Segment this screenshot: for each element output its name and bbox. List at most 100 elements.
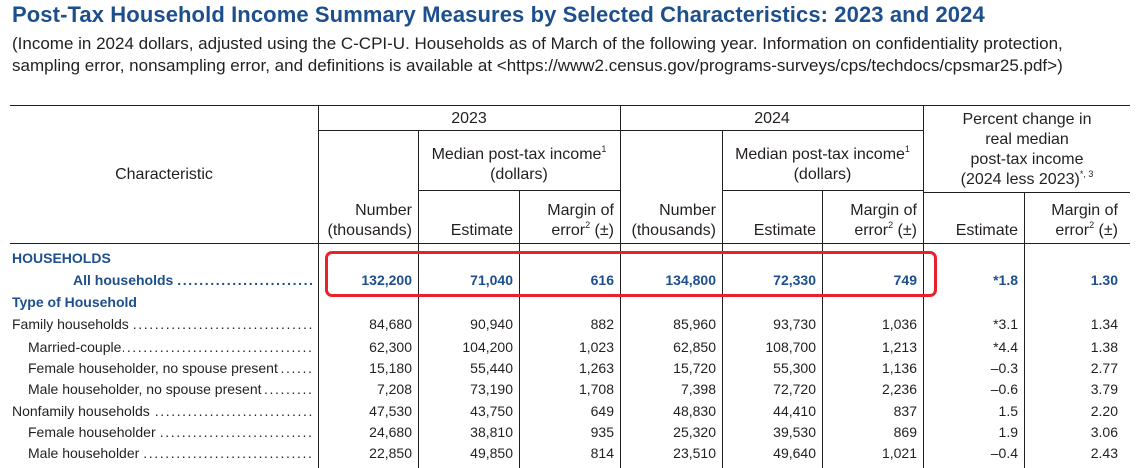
- table-cell: 1,263: [578, 360, 614, 376]
- header-estimate-2024: Estimate: [753, 222, 816, 239]
- table-cell: 837: [893, 403, 917, 419]
- header-bottom-rule: [10, 243, 1130, 244]
- row-label: Married-couple: [28, 338, 124, 357]
- table-cell: 72,330: [773, 272, 816, 288]
- table-cell: 1,213: [881, 339, 917, 355]
- table-cell: 90,940: [470, 316, 513, 332]
- column-divider: [822, 191, 823, 468]
- column-divider: [318, 106, 319, 468]
- table-cell: 1.34: [1090, 316, 1118, 332]
- table-cell: 47,530: [369, 403, 412, 419]
- header-characteristic: Characteristic: [115, 166, 213, 183]
- column-divider: [1024, 193, 1025, 468]
- row-label: Male householder: [28, 444, 142, 463]
- header-year-2024: 2024: [754, 110, 790, 127]
- table-cell: 104,200: [462, 339, 513, 355]
- header-number-2024: Number (thousands): [631, 202, 717, 239]
- table-cell: 3.79: [1090, 381, 1118, 397]
- row-label-text: Female householder: [28, 424, 158, 440]
- header-median-2024: Median post-tax income1 (dollars): [735, 143, 910, 183]
- row-label-text: All households: [73, 272, 176, 288]
- table-cell: 1,708: [578, 381, 614, 397]
- row-label: Family households: [12, 315, 131, 334]
- table-cell: 882: [590, 316, 614, 332]
- table-cell: 72,720: [773, 381, 816, 397]
- table-cell: 62,850: [673, 339, 716, 355]
- section-heading: Type of Household: [12, 293, 139, 312]
- median-header-rule-2023: [418, 190, 620, 191]
- table-cell: 15,180: [369, 360, 412, 376]
- header-estimate-pct: Estimate: [955, 222, 1018, 239]
- table-cell: *3.1: [993, 316, 1018, 332]
- table-cell: 108,700: [765, 339, 816, 355]
- section-heading: HOUSEHOLDS: [12, 249, 113, 268]
- row-label-text: Married-couple: [28, 339, 124, 355]
- table-cell: 93,730: [773, 316, 816, 332]
- table-cell: 85,960: [673, 316, 716, 332]
- table-cell: 1,136: [881, 360, 917, 376]
- column-divider: [722, 131, 723, 468]
- table-cell: 55,300: [773, 360, 816, 376]
- table-cell: 44,410: [773, 403, 816, 419]
- table-cell: *1.8: [993, 272, 1018, 288]
- table-cell: 1,036: [881, 316, 917, 332]
- header-year-2023: 2023: [451, 110, 487, 127]
- table-cell: 38,810: [470, 424, 513, 440]
- column-divider: [519, 191, 520, 468]
- header-median-2023: Median post-tax income1 (dollars): [431, 143, 607, 183]
- header-moe-pct: Margin of error2 (±): [1051, 202, 1118, 239]
- table-cell: 62,300: [369, 339, 412, 355]
- page-title: Post-Tax Household Income Summary Measur…: [12, 2, 985, 27]
- table-cell: 2.77: [1090, 360, 1118, 376]
- column-divider: [418, 131, 419, 468]
- row-label-text: Female householder, no spouse present: [28, 360, 280, 376]
- row-label: All households: [73, 271, 176, 290]
- year-header-rule-2023: [318, 130, 620, 131]
- row-label: Female householder: [28, 423, 158, 442]
- table-cell: 1.5: [998, 403, 1018, 419]
- table-cell: 55,440: [470, 360, 513, 376]
- header-moe-2024: Margin of error2 (±): [850, 202, 917, 239]
- table-cell: 84,680: [369, 316, 412, 332]
- table-top-rule: [10, 105, 1130, 106]
- table-cell: 616: [590, 272, 614, 288]
- row-label: Female householder, no spouse present: [28, 359, 280, 378]
- table-cell: 1.30: [1090, 272, 1118, 288]
- row-label-text: Nonfamily households: [12, 403, 152, 419]
- year-header-rule-2024: [621, 130, 923, 131]
- table-cell: 73,190: [470, 381, 513, 397]
- table-cell: 49,640: [773, 445, 816, 461]
- table-cell: 39,530: [773, 424, 816, 440]
- table-cell: 23,510: [673, 445, 716, 461]
- table-cell: –0.4: [990, 445, 1018, 461]
- table-cell: 22,850: [369, 445, 412, 461]
- column-divider: [620, 106, 621, 468]
- table-cell: 1,023: [578, 339, 614, 355]
- table-cell: 49,850: [470, 445, 513, 461]
- table-cell: 1.9: [998, 424, 1018, 440]
- table-cell: 749: [893, 272, 917, 288]
- column-divider: [923, 106, 924, 468]
- table-cell: 15,720: [673, 360, 716, 376]
- table-cell: 132,200: [361, 272, 412, 288]
- header-number-2023: Number (thousands): [327, 202, 413, 239]
- table-cell: 869: [893, 424, 917, 440]
- table-cell: 48,830: [673, 403, 716, 419]
- table-cell: –0.6: [990, 381, 1018, 397]
- row-label: Nonfamily households: [12, 402, 152, 421]
- table-cell: 2.43: [1090, 445, 1118, 461]
- table-subtitle: (Income in 2024 dollars, adjusted using …: [12, 34, 1063, 75]
- table-cell: 7,208: [376, 381, 412, 397]
- row-label-text: Family households: [12, 316, 131, 332]
- pct-header-rule: [924, 192, 1130, 193]
- row-label: Male householder, no spouse present: [28, 380, 264, 399]
- table-cell: 649: [590, 403, 614, 419]
- table-cell: 7,398: [680, 381, 716, 397]
- table-cell: 134,800: [665, 272, 716, 288]
- table-cell: 2.20: [1090, 403, 1118, 419]
- table-cell: 25,320: [673, 424, 716, 440]
- table-cell: –0.3: [990, 360, 1018, 376]
- table-cell: 71,040: [470, 272, 513, 288]
- table-cell: 43,750: [470, 403, 513, 419]
- header-percent-change: Percent change in real median post-tax i…: [960, 111, 1094, 188]
